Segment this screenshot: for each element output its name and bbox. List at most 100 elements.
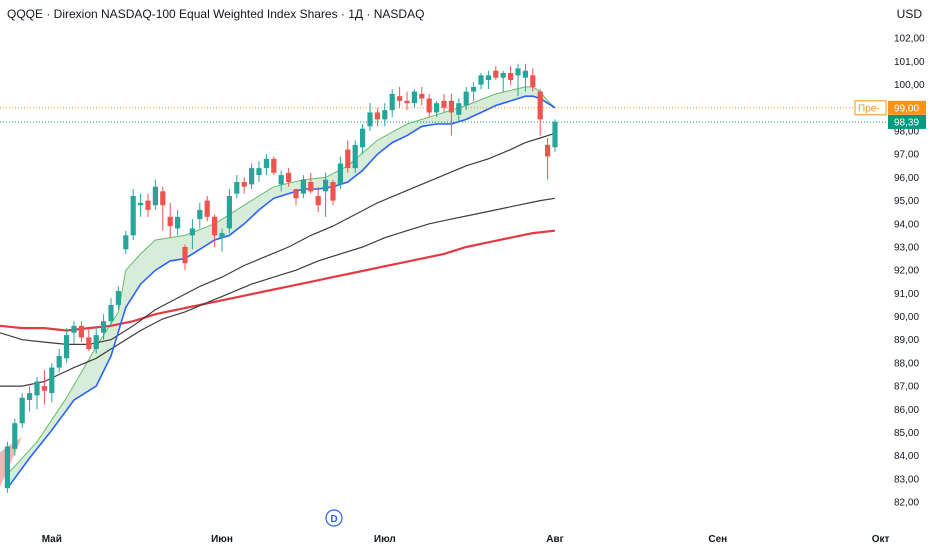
candle-body bbox=[300, 179, 306, 194]
candle-body bbox=[93, 335, 99, 350]
candle-body bbox=[27, 393, 33, 401]
candle bbox=[34, 376, 40, 410]
y-tick-label: 84,00 bbox=[894, 451, 919, 462]
candle-body bbox=[160, 191, 166, 206]
candle bbox=[448, 93, 454, 136]
candle-body bbox=[115, 291, 121, 305]
candle bbox=[226, 188, 232, 234]
y-tick-label: 87,00 bbox=[894, 382, 919, 393]
y-tick-label: 85,00 bbox=[894, 428, 919, 439]
candle bbox=[300, 175, 306, 199]
candle-body bbox=[249, 168, 255, 185]
dividend-badge-label[interactable]: D bbox=[330, 514, 337, 525]
candle-body bbox=[78, 325, 84, 338]
candle-body bbox=[382, 110, 388, 120]
candle-body bbox=[463, 91, 469, 106]
x-tick-label: Сен bbox=[708, 534, 727, 545]
candle bbox=[123, 230, 129, 254]
candle bbox=[360, 124, 366, 155]
candle-body bbox=[138, 202, 144, 206]
dividend-marker[interactable]: D bbox=[325, 509, 343, 527]
dividend-badge-circle[interactable] bbox=[325, 509, 343, 527]
candle-body bbox=[130, 195, 136, 236]
y-tick-label: 91,00 bbox=[894, 289, 919, 300]
candle-body bbox=[226, 195, 232, 229]
candle-body bbox=[212, 216, 218, 236]
candle-body bbox=[448, 100, 454, 113]
candle bbox=[515, 63, 521, 97]
candle bbox=[160, 186, 166, 231]
candle-body bbox=[426, 98, 432, 113]
candle bbox=[434, 100, 440, 118]
premarket-price-box bbox=[888, 100, 926, 115]
candle-body bbox=[152, 186, 158, 206]
candle-body bbox=[204, 200, 210, 217]
candle bbox=[323, 172, 329, 217]
premarket-label-box bbox=[854, 100, 887, 116]
candle-body bbox=[64, 335, 70, 359]
candle bbox=[12, 418, 18, 456]
candle bbox=[345, 140, 351, 173]
candle bbox=[286, 168, 292, 187]
candle bbox=[308, 172, 314, 194]
candle bbox=[493, 66, 499, 80]
candle-body bbox=[278, 175, 284, 185]
y-tick-label: 96,00 bbox=[894, 173, 919, 184]
y-tick-label: 86,00 bbox=[894, 405, 919, 416]
y-tick-label: 90,00 bbox=[894, 312, 919, 323]
candle-body bbox=[286, 172, 292, 183]
y-tick-label: 102,00 bbox=[894, 34, 925, 45]
candle bbox=[278, 170, 284, 192]
candle bbox=[293, 188, 299, 206]
candle-body bbox=[167, 216, 173, 227]
candle-body bbox=[389, 93, 395, 111]
candle-body bbox=[537, 91, 543, 120]
candle bbox=[86, 328, 92, 352]
candle-body bbox=[308, 182, 314, 192]
candle bbox=[241, 177, 247, 194]
candle-body bbox=[411, 91, 417, 104]
candle-body bbox=[71, 325, 77, 333]
candle bbox=[508, 66, 514, 85]
candle bbox=[478, 73, 484, 90]
currency-label[interactable]: USD bbox=[896, 7, 922, 21]
candle-body bbox=[352, 144, 358, 169]
candle-body bbox=[360, 128, 366, 148]
candle-body bbox=[485, 75, 491, 80]
candle-body bbox=[419, 93, 425, 99]
x-tick-label: Май bbox=[42, 534, 62, 545]
candle-body bbox=[56, 355, 62, 368]
x-tick-label: Июн bbox=[211, 534, 233, 545]
candle-body bbox=[522, 70, 528, 78]
candle bbox=[93, 328, 99, 354]
y-tick-label: 93,00 bbox=[894, 242, 919, 253]
candle bbox=[27, 386, 33, 412]
candle bbox=[537, 89, 543, 136]
candle-body bbox=[315, 195, 321, 206]
candle bbox=[456, 98, 462, 122]
candle bbox=[263, 154, 269, 176]
candle-body bbox=[234, 182, 240, 194]
candle bbox=[500, 70, 506, 92]
candle-body bbox=[263, 158, 269, 169]
last-price-box bbox=[888, 114, 926, 129]
candle bbox=[234, 175, 240, 199]
candle-body bbox=[500, 73, 506, 78]
candle-body bbox=[478, 75, 484, 85]
candle bbox=[397, 86, 403, 108]
candle bbox=[485, 70, 491, 90]
y-tick-label: 92,00 bbox=[894, 266, 919, 277]
candle-body bbox=[397, 96, 403, 101]
candle-body bbox=[4, 446, 10, 489]
candle-body bbox=[434, 103, 440, 113]
time-axis[interactable]: Май Июн Июл Авг Сен Окт bbox=[42, 534, 890, 545]
candle bbox=[426, 93, 432, 118]
price-axis[interactable]: 82,00 83,00 84,00 85,00 86,00 87,00 88,00 89,00… bbox=[894, 34, 925, 509]
candle bbox=[130, 188, 136, 241]
candle bbox=[382, 103, 388, 127]
candle-body bbox=[471, 86, 477, 92]
candle bbox=[367, 103, 373, 132]
symbol-title[interactable]: QQQE · Direxion NASDAQ-100 Equal Weighte… bbox=[7, 7, 425, 21]
